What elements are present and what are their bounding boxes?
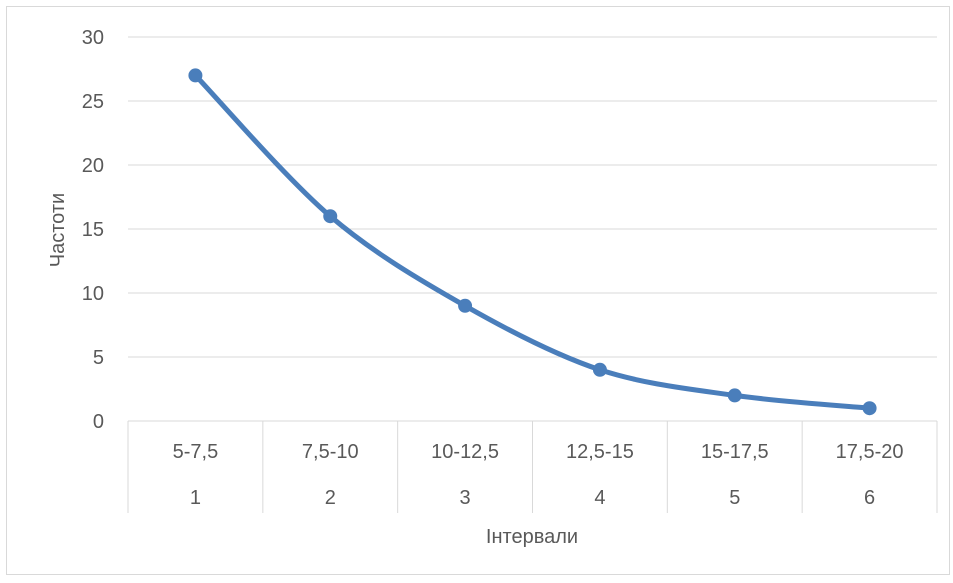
y-tick-label-30: 30	[82, 27, 104, 49]
y-tick-label-0: 0	[93, 411, 104, 433]
chart-border	[6, 6, 950, 575]
x-tick-label-index: 1	[190, 487, 201, 509]
y-tick-label-25: 25	[82, 91, 104, 113]
data-point-2	[323, 209, 338, 224]
x-tick-label-index: 3	[460, 487, 471, 509]
gridlines	[128, 36, 937, 358]
data-point-5	[727, 388, 742, 403]
series-path	[192, 72, 873, 411]
y-tick-label-20: 20	[82, 155, 104, 177]
y-tick-label-5: 5	[93, 347, 104, 369]
x-tick-label-range: 12,5-15	[566, 441, 634, 463]
data-point-1	[188, 68, 203, 83]
x-tick-label-range: 17,5-20	[836, 441, 904, 463]
x-axis-title: Інтервали	[486, 526, 578, 548]
y-tick-label-10: 10	[82, 283, 104, 305]
x-tick-label-range: 5-7,5	[173, 441, 219, 463]
x-axis: 5-7,5 1 7,5-10 2 10-12,5 3 12,5-15 4 15-17,5 5 17,…	[127, 420, 938, 513]
data-point-3	[458, 298, 473, 313]
x-tick-label-index: 2	[325, 487, 336, 509]
y-axis-title: Частоти	[47, 193, 69, 267]
data-point-4	[592, 362, 607, 377]
x-tick-label-index: 4	[594, 487, 605, 509]
x-tick-label-index: 6	[864, 487, 875, 509]
x-tick-label-range: 7,5-10	[302, 441, 359, 463]
x-tick-label-range: 15-17,5	[701, 441, 769, 463]
y-axis-tick-labels: 0 5 10 15 20 25 30	[82, 27, 104, 433]
x-tick-label-range: 10-12,5	[431, 441, 499, 463]
x-tick-label-index: 5	[729, 487, 740, 509]
data-point-6	[862, 401, 877, 416]
series-line	[188, 68, 877, 416]
y-tick-label-15: 15	[82, 219, 104, 241]
